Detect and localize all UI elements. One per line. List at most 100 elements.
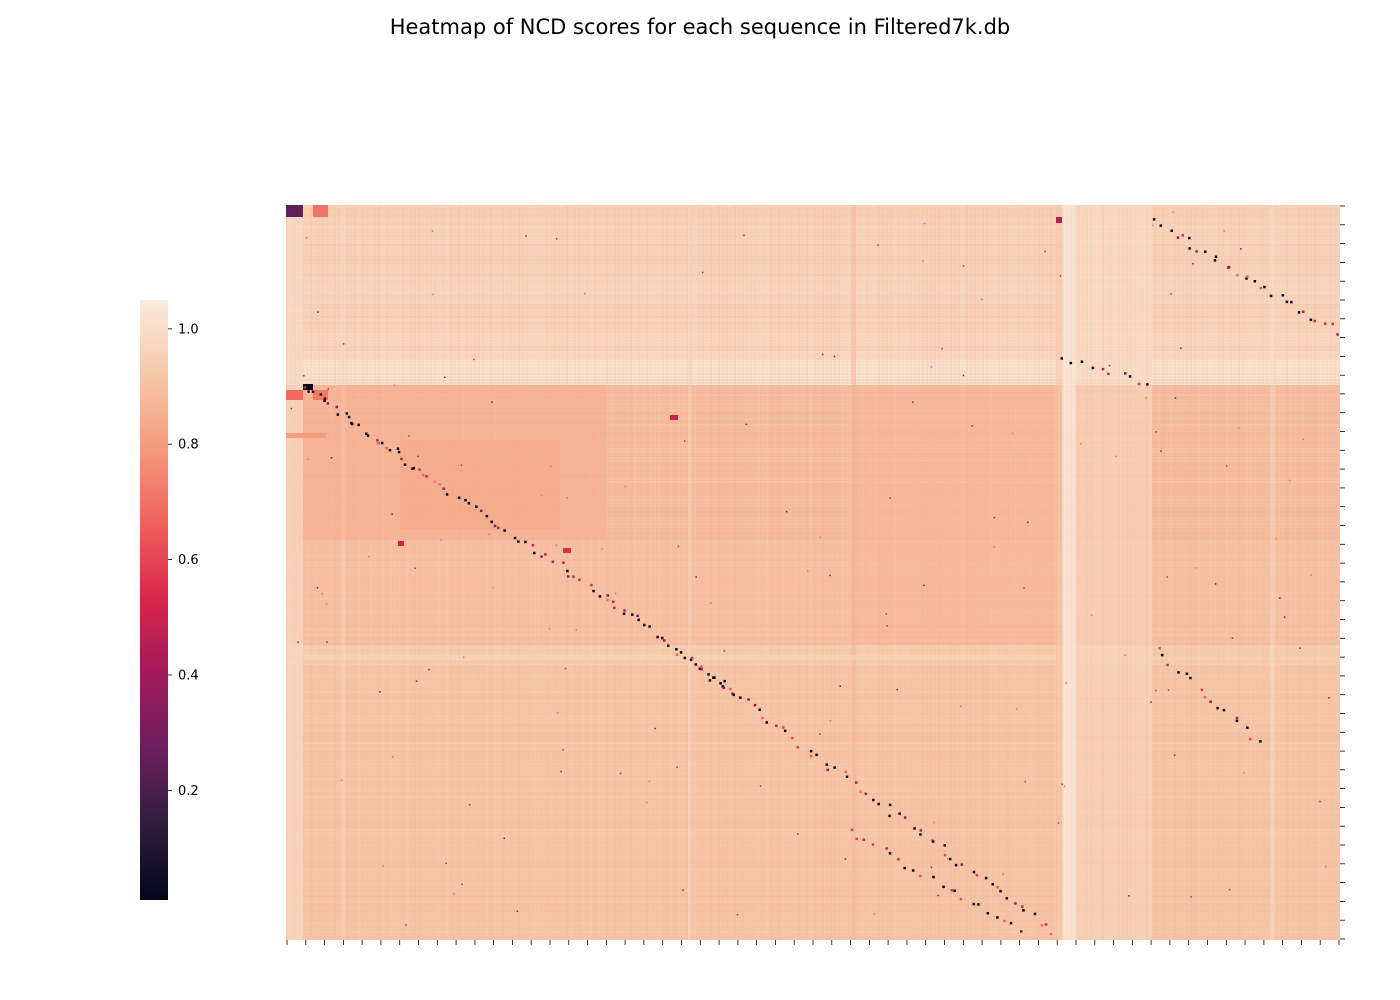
column-stripe bbox=[554, 205, 556, 940]
column-stripe bbox=[1026, 205, 1028, 940]
row-stripe bbox=[286, 619, 1340, 621]
column-stripe bbox=[302, 205, 304, 940]
row-stripe bbox=[286, 535, 1340, 537]
column-stripe bbox=[434, 205, 436, 940]
column-stripe bbox=[1238, 205, 1240, 940]
column-stripe bbox=[314, 205, 316, 940]
column-stripe bbox=[362, 205, 364, 940]
row-stripe bbox=[286, 277, 1340, 279]
speck bbox=[414, 567, 416, 570]
diagonal-point bbox=[931, 840, 935, 843]
row-stripe bbox=[286, 214, 1340, 216]
column-stripe bbox=[370, 205, 372, 940]
row-stripe bbox=[286, 610, 1340, 612]
diagonal-point bbox=[1259, 286, 1263, 290]
row-stripe bbox=[286, 373, 1340, 375]
row-stripe bbox=[286, 421, 1340, 423]
row-stripe bbox=[286, 571, 1340, 573]
speck bbox=[1279, 597, 1281, 599]
diagonal-point bbox=[996, 916, 999, 919]
row-stripe bbox=[286, 703, 1340, 705]
speck bbox=[393, 384, 396, 387]
diagonal-point bbox=[984, 876, 988, 880]
diagonal-point bbox=[758, 708, 761, 711]
row-stripe bbox=[286, 241, 1340, 243]
column-stripe bbox=[630, 205, 632, 940]
speck bbox=[326, 641, 328, 643]
row-stripe bbox=[286, 394, 1340, 396]
speck bbox=[405, 924, 407, 926]
diagonal-point bbox=[783, 729, 787, 733]
diagonal-point bbox=[467, 502, 471, 505]
diagonal-point bbox=[517, 540, 520, 543]
column-stripe bbox=[598, 205, 600, 940]
column-stripe bbox=[1042, 205, 1044, 940]
speck bbox=[886, 625, 888, 627]
diagonal-point bbox=[954, 863, 958, 867]
column-stripe bbox=[494, 205, 496, 940]
column-stripe bbox=[686, 205, 688, 940]
row-stripe bbox=[286, 937, 1340, 939]
row-stripe bbox=[286, 622, 1340, 624]
diagonal-point bbox=[862, 838, 865, 841]
speck bbox=[1124, 654, 1126, 657]
row-stripe bbox=[286, 211, 1340, 213]
row-stripe bbox=[286, 742, 1340, 744]
column-stripes bbox=[286, 205, 1340, 940]
row-stripe bbox=[286, 592, 1340, 594]
row-stripe bbox=[286, 244, 1340, 246]
row-stripe bbox=[286, 901, 1340, 903]
diagonal-point bbox=[877, 802, 880, 806]
speck bbox=[654, 727, 656, 730]
column-stripe bbox=[582, 205, 584, 940]
row-stripe bbox=[286, 865, 1340, 867]
row-stripe bbox=[286, 502, 1340, 504]
column-stripe bbox=[1234, 205, 1236, 940]
column-stripe bbox=[966, 205, 968, 940]
column-stripe bbox=[358, 205, 360, 940]
column-stripe bbox=[1062, 205, 1064, 940]
diagonal-point bbox=[1160, 653, 1164, 657]
column-stripe bbox=[1102, 205, 1104, 940]
diagonal-point bbox=[732, 693, 735, 697]
column-band-2 bbox=[1062, 205, 1076, 940]
row-band-7 bbox=[286, 665, 1340, 940]
column-stripe bbox=[382, 205, 384, 940]
row-stripe bbox=[286, 649, 1340, 651]
highlight-cell bbox=[286, 433, 326, 438]
speck bbox=[930, 366, 933, 368]
row-stripe bbox=[286, 814, 1340, 816]
diagonal-point bbox=[1176, 236, 1180, 239]
column-stripe bbox=[518, 205, 520, 940]
column-stripe bbox=[762, 205, 764, 940]
speck bbox=[682, 889, 684, 891]
row-stripe bbox=[286, 715, 1340, 717]
diagonal-point bbox=[708, 679, 712, 682]
diagonal-point bbox=[490, 520, 493, 524]
diagonal-point bbox=[1003, 919, 1006, 923]
row-stripe bbox=[286, 631, 1340, 633]
row-stripe bbox=[286, 340, 1340, 342]
column-band-0 bbox=[286, 205, 303, 940]
column-stripe bbox=[842, 205, 844, 940]
diagonal-point bbox=[721, 685, 725, 688]
row-stripe bbox=[286, 562, 1340, 564]
column-stripe bbox=[1094, 205, 1096, 940]
column-stripe bbox=[306, 205, 308, 940]
column-stripe bbox=[914, 205, 916, 940]
speck bbox=[922, 260, 924, 262]
diagonal-point bbox=[1189, 676, 1192, 680]
column-stripe bbox=[586, 205, 588, 940]
speck bbox=[1090, 614, 1093, 616]
diagonal-point bbox=[643, 623, 646, 627]
row-stripe bbox=[286, 676, 1340, 678]
speck bbox=[1237, 427, 1240, 429]
column-stripe bbox=[1286, 205, 1288, 940]
diagonal-point bbox=[999, 889, 1002, 893]
speck bbox=[473, 358, 475, 361]
speck bbox=[960, 705, 962, 708]
diagonal-point bbox=[323, 399, 326, 403]
diagonal-point bbox=[598, 595, 602, 598]
column-stripe bbox=[466, 205, 468, 940]
row-stripe bbox=[286, 754, 1340, 756]
